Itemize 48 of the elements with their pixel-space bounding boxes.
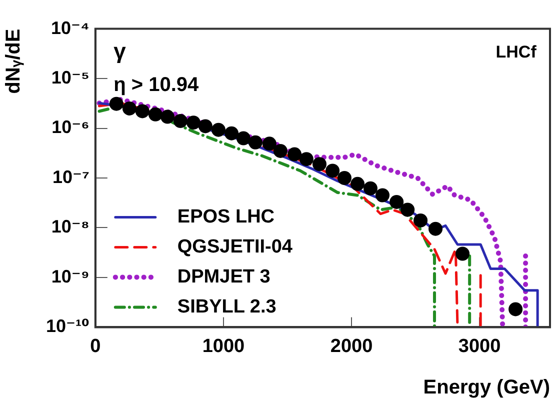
x-tick-label: 1000	[202, 336, 245, 357]
point	[262, 136, 276, 151]
y-tick-label: 10⁻⁸	[51, 216, 90, 237]
x-axis-title: Energy (GeV)	[423, 376, 550, 399]
y-tick-label: 10⁻⁹	[51, 266, 90, 286]
point	[508, 302, 523, 316]
legend-label: EPOS LHC	[177, 206, 275, 228]
annotation: LHCf	[496, 42, 537, 62]
legend-label: SIBYLL 2.3	[177, 296, 276, 318]
legend-label: QGSJETII-04	[177, 236, 293, 258]
point	[350, 176, 365, 191]
y-tick-label: 10⁻⁷	[52, 166, 90, 187]
point	[312, 157, 326, 172]
y-tick-label: 10⁻⁴	[50, 18, 90, 38]
point	[236, 131, 250, 146]
point	[428, 222, 443, 236]
annotation: γ	[114, 38, 127, 64]
point	[135, 104, 150, 118]
point	[326, 164, 340, 178]
y-tick-label: 10⁻¹⁰	[46, 316, 90, 336]
legend-label: DPMJET 3	[177, 266, 270, 288]
x-tick-label: 0	[90, 336, 101, 357]
point	[211, 122, 226, 137]
point	[400, 202, 415, 217]
y-axis-title: dNᵧ/dE	[2, 28, 25, 94]
point	[248, 135, 262, 150]
point	[456, 246, 470, 261]
point	[288, 147, 302, 162]
point	[273, 144, 288, 158]
point	[337, 171, 352, 185]
point	[390, 194, 404, 209]
point	[299, 152, 314, 166]
y-tick-label: 10⁻⁵	[51, 68, 90, 88]
annotation: η > 10.94	[114, 74, 200, 96]
point	[363, 181, 378, 196]
point	[109, 96, 124, 111]
y-tick-label: 10⁻⁶	[52, 117, 90, 138]
point	[160, 110, 174, 124]
x-tick-label: 3000	[458, 336, 501, 357]
point	[186, 116, 200, 130]
point	[414, 213, 428, 228]
point	[148, 107, 162, 122]
point	[122, 101, 136, 116]
x-tick-label: 2000	[330, 336, 373, 357]
point	[198, 119, 212, 134]
point	[224, 126, 239, 140]
point	[376, 188, 390, 202]
point	[173, 114, 188, 128]
